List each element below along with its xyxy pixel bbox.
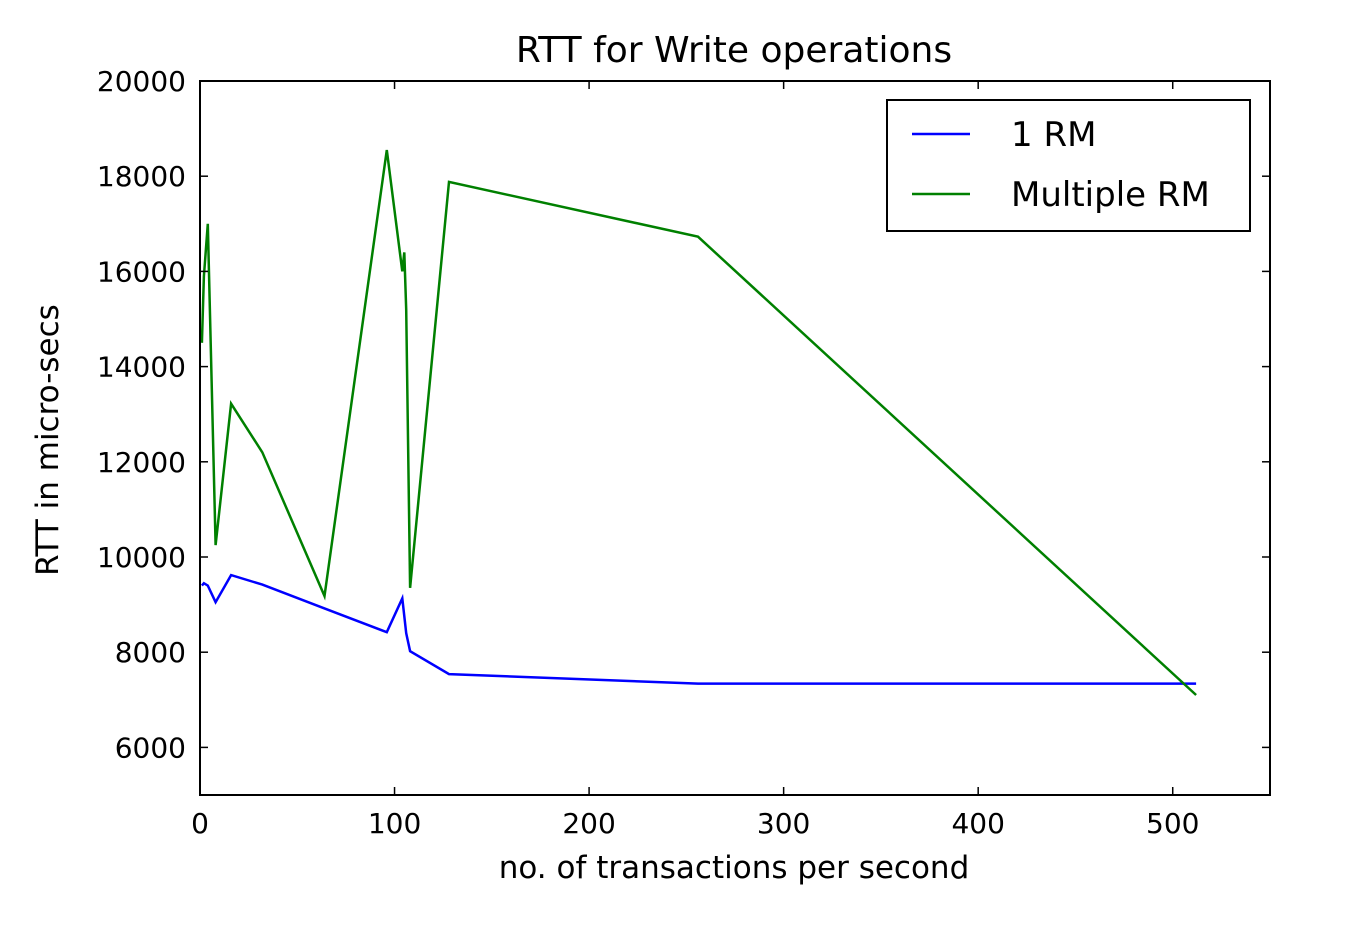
plot-area-frame [199,80,1271,796]
y-tick-label: 12000 [97,446,186,479]
legend: 1 RM Multiple RM [886,99,1251,232]
x-tick-label: 200 [562,807,615,840]
x-tick-label: 300 [757,807,810,840]
y-tick-label: 10000 [97,541,186,574]
y-tick-label: 18000 [97,160,186,193]
y-axis-label: RTT in micro-secs [30,304,66,576]
y-tick-label: 8000 [115,636,186,669]
legend-label-multiple-rm: Multiple RM [1011,175,1210,215]
legend-box [886,99,1251,232]
x-tick-label: 100 [368,807,421,840]
legend-label-1-rm: 1 RM [1011,115,1096,155]
x-tick-label: 500 [1146,807,1199,840]
series-line-multiple-rm [200,149,1197,696]
ticks-layer: 0 100 200 300 400 500 6000 8000 10000 12000 14000 1… [97,65,1270,840]
y-tick-label: 16000 [97,255,186,288]
x-axis-label: no. of transactions per second [499,850,970,886]
x-tick-label: 400 [951,807,1004,840]
y-tick-label: 14000 [97,351,186,384]
series-layer [200,149,1197,696]
y-tick-label: 6000 [115,731,186,764]
x-tick-label: 0 [191,807,209,840]
series-line-1-rm [200,573,1197,685]
y-tick-label: 20000 [97,65,186,98]
chart-title: RTT for Write operations [516,30,952,71]
